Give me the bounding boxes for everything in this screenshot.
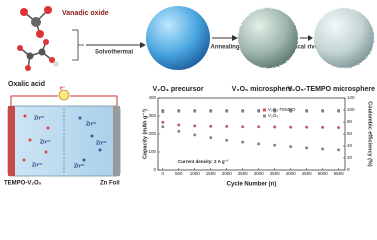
data-point (337, 126, 341, 129)
legend-label: V₂O₅ (268, 113, 278, 118)
y-axis-label: Capacity (mAh g⁻¹) (141, 109, 148, 159)
data-point (193, 133, 197, 137)
data-point (225, 109, 229, 113)
x-axis-label: Cycle Number (n) (227, 182, 277, 188)
y2-tick-label: 100 (347, 107, 355, 112)
anode-label: Zn Foil (100, 181, 120, 187)
x-tick-label: 0 (162, 171, 165, 176)
y-tick-label: 400 (148, 95, 156, 100)
y-tick-label: 0 (153, 167, 156, 172)
y2-tick-label: 0 (347, 167, 350, 172)
x-tick-label: 3000 (254, 171, 265, 176)
data-point (337, 109, 341, 113)
bracket (72, 29, 84, 61)
battery (7, 89, 121, 177)
x-tick-label: 3500 (270, 171, 281, 176)
legend-swatch (263, 114, 266, 118)
data-point (241, 109, 245, 113)
data-point (225, 138, 229, 142)
data-point (209, 124, 213, 128)
data-point (305, 146, 309, 150)
annotation: Current density: 2 A g⁻¹ (178, 159, 229, 164)
data-point (177, 129, 181, 133)
data-point (257, 125, 261, 129)
data-point (289, 125, 293, 129)
data-point (209, 136, 213, 140)
y-tick-label: 200 (148, 131, 156, 136)
data-point (177, 123, 181, 127)
y-tick-label: 100 (148, 149, 156, 154)
data-point (273, 143, 277, 147)
data-point (257, 109, 261, 113)
step-label: Annealing (210, 45, 239, 51)
data-point (289, 109, 293, 113)
ion-label: Zn²⁺ (32, 162, 43, 168)
legend-label: V₂O₅-TEMPO (268, 107, 296, 112)
precursor-sphere (146, 6, 210, 70)
oxalic-acid-molecule (17, 39, 59, 71)
data-point (177, 109, 181, 113)
ion-label: Zn²⁺ (86, 121, 97, 127)
y2-tick-label: 20 (347, 155, 353, 160)
step-label: Solvothermal (95, 50, 133, 56)
x-tick-label: 5500 (334, 171, 345, 176)
reagent-label: Oxalic acid (8, 81, 45, 88)
x-tick-label: 4000 (286, 171, 297, 176)
data-point (305, 125, 309, 129)
step-label: Chemical riveting (279, 45, 329, 51)
v2o5-sphere (238, 8, 298, 68)
data-point (193, 109, 197, 113)
data-point (273, 125, 277, 129)
data-point (209, 109, 213, 113)
data-point (305, 109, 309, 113)
ion-label: Zn²⁺ (34, 115, 45, 121)
x-tick-label: 2000 (222, 171, 233, 176)
data-point (321, 109, 325, 113)
data-point (257, 142, 261, 146)
vanadic-oxide-molecule (20, 6, 52, 38)
y2-axis-label: Coulombic efficiency (%) (367, 101, 373, 167)
x-tick-label: 1000 (190, 171, 201, 176)
y2-tick-label: 80 (347, 119, 353, 124)
data-point (241, 125, 245, 129)
cycling-chart: 0 500 1000 1500 2000 2500 3000 3500 4000 4500 5000… (141, 95, 372, 187)
reagent-label: Vanadic oxide (62, 10, 109, 17)
data-point (161, 110, 165, 114)
x-tick-label: 500 (175, 171, 183, 176)
data-point (321, 125, 325, 129)
tempo-sphere (314, 8, 374, 68)
ion-label: Zn²⁺ (74, 163, 85, 169)
x-tick-label: 5000 (318, 171, 329, 176)
product-label: V₂O₃ precursor (152, 86, 203, 93)
x-tick-label: 4500 (302, 171, 313, 176)
data-point (241, 140, 245, 144)
y2-tick-label: 40 (347, 143, 353, 148)
y-tick-label: 300 (148, 113, 156, 118)
product-label: V₂O₅-TEMPO microsphere (287, 86, 375, 93)
arrows (86, 35, 313, 48)
data-point (193, 124, 197, 128)
x-tick-label: 1500 (206, 171, 217, 176)
ion-label: Zn²⁺ (40, 139, 51, 145)
graphical-abstract: Vanadic oxide Oxalic acid Solvothermal A… (4, 6, 375, 188)
data-point (225, 125, 229, 128)
data-point (289, 145, 293, 149)
data-point (321, 147, 325, 151)
data-point (337, 148, 341, 152)
legend-swatch (263, 108, 266, 112)
data-point (161, 125, 165, 129)
x-tick-label: 2500 (238, 171, 249, 176)
y2-tick-label: 60 (347, 131, 353, 136)
data-point (273, 109, 277, 113)
data-point (161, 120, 165, 124)
ion-label: Zn²⁺ (96, 140, 107, 146)
product-label: V₂O₅ microsphere (232, 86, 293, 93)
y2-tick-label: 120 (347, 95, 355, 100)
electron-label: e⁻ (60, 85, 66, 91)
cathode-label: TEMPO-V₂O₅ (4, 181, 42, 187)
